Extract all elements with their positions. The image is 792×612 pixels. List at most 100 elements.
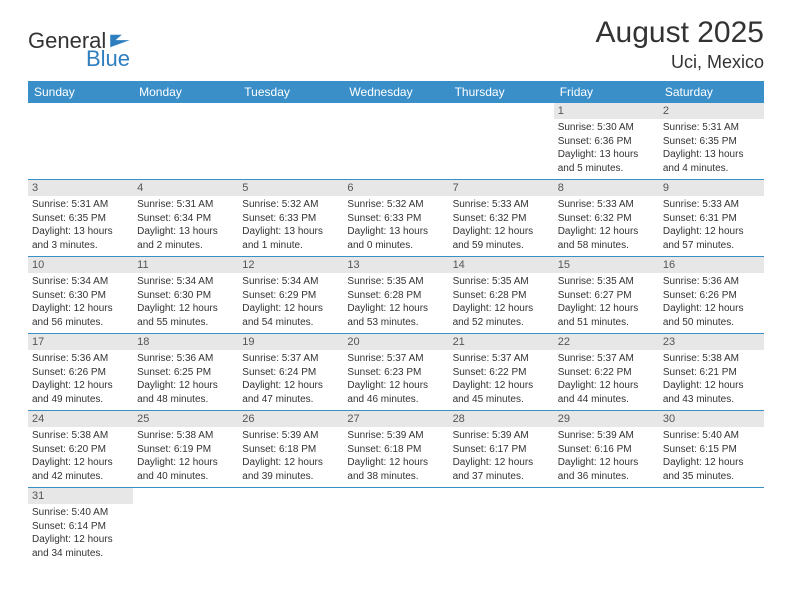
calendar-cell: 27Sunrise: 5:39 AMSunset: 6:18 PMDayligh…	[343, 411, 448, 488]
cell-text: Sunrise: 5:34 AM	[137, 275, 234, 289]
day-number: 8	[554, 180, 659, 196]
cell-text: Daylight: 12 hours	[347, 302, 444, 316]
location: Uci, Mexico	[596, 52, 764, 73]
day-number: 18	[133, 334, 238, 350]
cell-text: Daylight: 13 hours	[32, 225, 129, 239]
cell-text: Daylight: 13 hours	[558, 148, 655, 162]
calendar-cell: 14 Sunrise: 5:35 AMSunset: 6:28 PMDayligh…	[449, 257, 554, 334]
day-number: 14	[449, 257, 554, 273]
cell-text: Daylight: 12 hours	[558, 302, 655, 316]
calendar-cell: 1Sunrise: 5:30 AMSunset: 6:36 PMDaylight…	[554, 103, 659, 180]
calendar-cell: 30Sunrise: 5:40 AMSunset: 6:15 PMDayligh…	[659, 411, 764, 488]
cell-text: Daylight: 12 hours	[558, 225, 655, 239]
cell-text: Sunrise: 5:37 AM	[242, 352, 339, 366]
cell-text: Sunrise: 5:37 AM	[558, 352, 655, 366]
calendar-cell: 12Sunrise: 5:34 AMSunset: 6:29 PMDayligh…	[238, 257, 343, 334]
cell-text: Daylight: 12 hours	[32, 379, 129, 393]
cell-text: Sunrise: 5:36 AM	[137, 352, 234, 366]
cell-text: Sunrise: 5:32 AM	[242, 198, 339, 212]
cell-text: Daylight: 12 hours	[663, 302, 760, 316]
cell-text: Sunrise: 5:37 AM	[453, 352, 550, 366]
cell-text: and 4 minutes.	[663, 162, 760, 176]
calendar-cell: 17Sunrise: 5:36 AMSunset: 6:26 PMDayligh…	[28, 334, 133, 411]
day-number: 7	[449, 180, 554, 196]
header: GeneralBlue August 2025 Uci, Mexico	[28, 16, 764, 73]
cell-text: and 52 minutes.	[453, 316, 550, 330]
cell-text: and 3 minutes.	[32, 239, 129, 253]
day-number: 23	[659, 334, 764, 350]
cell-text: Sunrise: 5:40 AM	[663, 429, 760, 443]
day-number: 1	[554, 103, 659, 119]
cell-text: Sunset: 6:28 PM	[453, 289, 550, 303]
cell-text: Daylight: 12 hours	[137, 456, 234, 470]
cell-text: Sunset: 6:25 PM	[137, 366, 234, 380]
cell-text: Daylight: 12 hours	[663, 379, 760, 393]
calendar-row: 24Sunrise: 5:38 AMSunset: 6:20 PMDayligh…	[28, 411, 764, 488]
cell-text: Daylight: 12 hours	[347, 456, 444, 470]
cell-text: Sunrise: 5:40 AM	[32, 506, 129, 520]
calendar-row: 17Sunrise: 5:36 AMSunset: 6:26 PMDayligh…	[28, 334, 764, 411]
calendar-cell: 29Sunrise: 5:39 AMSunset: 6:16 PMDayligh…	[554, 411, 659, 488]
calendar-cell: 26Sunrise: 5:39 AMSunset: 6:18 PMDayligh…	[238, 411, 343, 488]
calendar-body: 1Sunrise: 5:30 AMSunset: 6:36 PMDaylight…	[28, 103, 764, 564]
day-header: Sunday	[28, 81, 133, 103]
cell-text: Sunset: 6:14 PM	[32, 520, 129, 534]
cell-text: Sunrise: 5:33 AM	[558, 198, 655, 212]
day-number: 17	[28, 334, 133, 350]
calendar-cell: 21Sunrise: 5:37 AMSunset: 6:22 PMDayligh…	[449, 334, 554, 411]
calendar-cell: 31 Sunrise: 5:40 AMSunset: 6:14 PMDayligh…	[28, 488, 133, 565]
calendar-cell	[238, 488, 343, 565]
calendar-cell	[28, 103, 133, 180]
cell-text: Sunrise: 5:35 AM	[453, 275, 550, 289]
calendar-cell: 4Sunrise: 5:31 AMSunset: 6:34 PMDaylight…	[133, 180, 238, 257]
cell-text: and 48 minutes.	[137, 393, 234, 407]
cell-text: Sunrise: 5:39 AM	[453, 429, 550, 443]
cell-text: Sunset: 6:29 PM	[242, 289, 339, 303]
cell-text: and 40 minutes.	[137, 470, 234, 484]
cell-text: and 38 minutes.	[347, 470, 444, 484]
cell-text: Daylight: 12 hours	[242, 456, 339, 470]
cell-text: Sunset: 6:18 PM	[347, 443, 444, 457]
cell-text: Sunrise: 5:34 AM	[32, 275, 129, 289]
cell-text: Sunset: 6:26 PM	[32, 366, 129, 380]
day-number: 24	[28, 411, 133, 427]
calendar-cell: 9Sunrise: 5:33 AMSunset: 6:31 PMDaylight…	[659, 180, 764, 257]
cell-text: Daylight: 12 hours	[453, 302, 550, 316]
cell-text: Sunrise: 5:39 AM	[347, 429, 444, 443]
day-number: 12	[238, 257, 343, 273]
cell-text: and 42 minutes.	[32, 470, 129, 484]
calendar-cell: 16Sunrise: 5:36 AMSunset: 6:26 PMDayligh…	[659, 257, 764, 334]
cell-text: Sunset: 6:26 PM	[663, 289, 760, 303]
calendar-cell: 28Sunrise: 5:39 AMSunset: 6:17 PMDayligh…	[449, 411, 554, 488]
day-header: Thursday	[449, 81, 554, 103]
cell-text: and 36 minutes.	[558, 470, 655, 484]
day-number: 19	[238, 334, 343, 350]
cell-text: Sunset: 6:18 PM	[242, 443, 339, 457]
cell-text: and 1 minute.	[242, 239, 339, 253]
cell-text: Daylight: 12 hours	[663, 456, 760, 470]
cell-text: Daylight: 12 hours	[347, 379, 444, 393]
cell-text: Daylight: 13 hours	[137, 225, 234, 239]
cell-text: and 50 minutes.	[663, 316, 760, 330]
cell-text: Sunset: 6:33 PM	[242, 212, 339, 226]
cell-text: and 5 minutes.	[558, 162, 655, 176]
day-number: 31	[28, 488, 133, 504]
cell-text: Daylight: 12 hours	[32, 533, 129, 547]
cell-text: Sunset: 6:31 PM	[663, 212, 760, 226]
cell-text: and 35 minutes.	[663, 470, 760, 484]
cell-text: and 58 minutes.	[558, 239, 655, 253]
cell-text: Daylight: 12 hours	[242, 379, 339, 393]
calendar-cell: 6Sunrise: 5:32 AMSunset: 6:33 PMDaylight…	[343, 180, 448, 257]
calendar-cell: 2Sunrise: 5:31 AMSunset: 6:35 PMDaylight…	[659, 103, 764, 180]
cell-text: and 55 minutes.	[137, 316, 234, 330]
calendar-cell: 3Sunrise: 5:31 AMSunset: 6:35 PMDaylight…	[28, 180, 133, 257]
calendar-cell: 24Sunrise: 5:38 AMSunset: 6:20 PMDayligh…	[28, 411, 133, 488]
day-number: 16	[659, 257, 764, 273]
cell-text: Sunrise: 5:34 AM	[242, 275, 339, 289]
calendar-cell	[133, 488, 238, 565]
cell-text: Sunset: 6:34 PM	[137, 212, 234, 226]
cell-text: Sunset: 6:22 PM	[453, 366, 550, 380]
day-number: 28	[449, 411, 554, 427]
calendar-cell: 22Sunrise: 5:37 AMSunset: 6:22 PMDayligh…	[554, 334, 659, 411]
cell-text: Sunset: 6:19 PM	[137, 443, 234, 457]
